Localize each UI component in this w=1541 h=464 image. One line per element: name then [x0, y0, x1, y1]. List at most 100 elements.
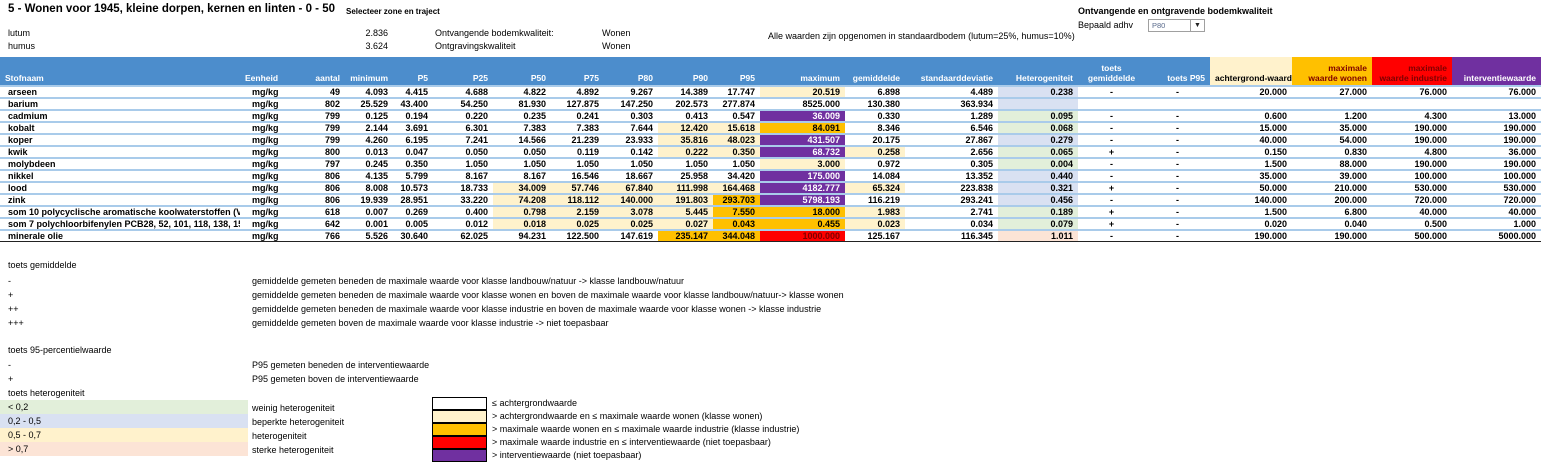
cell-aantal[interactable]: 800 — [295, 146, 345, 159]
cell-aantal[interactable]: 642 — [295, 218, 345, 231]
cell-p90[interactable]: 235.147 — [658, 230, 713, 242]
cell-stofnaam[interactable]: som 7 polychloorbifenylen PCB28, 52, 101… — [0, 218, 240, 231]
cell-interventiewaarde[interactable]: 190.000 — [1452, 158, 1541, 171]
cell-p95[interactable]: 0.350 — [713, 146, 760, 159]
cell-p25[interactable]: 0.400 — [433, 206, 493, 219]
cell-minimum[interactable]: 2.144 — [345, 122, 393, 135]
cell-p5[interactable]: 10.573 — [393, 182, 433, 195]
cell-eenheid[interactable]: mg/kg — [240, 218, 295, 231]
cell-achtergrondwaarde[interactable]: 50.000 — [1210, 182, 1292, 195]
table-row[interactable]: som 10 polycyclische aromatische koolwat… — [0, 206, 1541, 219]
cell-toets-gemiddelde[interactable]: + — [1078, 182, 1145, 195]
cell-p95[interactable]: 1.050 — [713, 158, 760, 171]
cell-p80[interactable]: 23.933 — [604, 134, 658, 147]
cell-achtergrondwaarde[interactable]: 0.150 — [1210, 146, 1292, 159]
table-row[interactable]: minerale olie mg/kg 766 5.526 30.640 62.025 94… — [0, 230, 1541, 242]
cell-p50[interactable]: 7.383 — [493, 122, 551, 135]
cell-minimum[interactable]: 0.125 — [345, 110, 393, 123]
cell-p5[interactable]: 4.415 — [393, 86, 433, 99]
cell-max-wonen[interactable]: 54.000 — [1292, 134, 1372, 147]
cell-p95[interactable]: 7.550 — [713, 206, 760, 219]
cell-toets-p95[interactable]: - — [1145, 230, 1210, 242]
cell-maximum[interactable]: 1000.000 — [760, 230, 845, 242]
cell-p80[interactable]: 147.250 — [604, 98, 658, 111]
cell-p95[interactable]: 277.874 — [713, 98, 760, 111]
cell-eenheid[interactable]: mg/kg — [240, 230, 295, 242]
cell-achtergrondwaarde[interactable]: 0.020 — [1210, 218, 1292, 231]
cell-stofnaam[interactable]: kwik — [0, 146, 240, 159]
cell-p75[interactable]: 7.383 — [551, 122, 604, 135]
cell-toets-p95[interactable]: - — [1145, 170, 1210, 183]
cell-max-wonen[interactable]: 39.000 — [1292, 170, 1372, 183]
cell-minimum[interactable]: 25.529 — [345, 98, 393, 111]
cell-gemiddelde[interactable]: 0.023 — [845, 218, 905, 231]
cell-p80[interactable]: 140.000 — [604, 194, 658, 207]
cell-p75[interactable]: 21.239 — [551, 134, 604, 147]
cell-aantal[interactable]: 806 — [295, 194, 345, 207]
cell-achtergrondwaarde[interactable] — [1210, 98, 1292, 111]
cell-max-industrie[interactable]: 0.500 — [1372, 218, 1452, 231]
col-header-toets-gemiddelde[interactable]: toets gemiddelde — [1078, 57, 1145, 87]
cell-p5[interactable]: 0.350 — [393, 158, 433, 171]
cell-aantal[interactable]: 806 — [295, 182, 345, 195]
cell-max-industrie[interactable]: 720.000 — [1372, 194, 1452, 207]
cell-toets-p95[interactable] — [1145, 98, 1210, 111]
cell-max-industrie[interactable]: 76.000 — [1372, 86, 1452, 99]
cell-interventiewaarde[interactable]: 530.000 — [1452, 182, 1541, 195]
cell-p50[interactable]: 4.822 — [493, 86, 551, 99]
col-header-stofnaam[interactable]: Stofnaam — [0, 57, 240, 87]
cell-p90[interactable]: 0.027 — [658, 218, 713, 231]
cell-p80[interactable]: 3.078 — [604, 206, 658, 219]
cell-standaarddeviatie[interactable]: 4.489 — [905, 86, 998, 99]
cell-p75[interactable]: 0.241 — [551, 110, 604, 123]
cell-eenheid[interactable]: mg/kg — [240, 158, 295, 171]
cell-max-industrie[interactable]: 190.000 — [1372, 134, 1452, 147]
cell-heterogeniteit[interactable]: 0.456 — [998, 194, 1078, 207]
col-header-p75[interactable]: P75 — [551, 57, 604, 87]
cell-aantal[interactable]: 802 — [295, 98, 345, 111]
cell-toets-gemiddelde[interactable]: - — [1078, 86, 1145, 99]
cell-p25[interactable]: 0.012 — [433, 218, 493, 231]
cell-p25[interactable]: 18.733 — [433, 182, 493, 195]
cell-p95[interactable]: 17.747 — [713, 86, 760, 99]
cell-toets-gemiddelde[interactable]: - — [1078, 134, 1145, 147]
cell-heterogeniteit[interactable]: 0.189 — [998, 206, 1078, 219]
cell-p5[interactable]: 5.799 — [393, 170, 433, 183]
cell-p25[interactable]: 4.688 — [433, 86, 493, 99]
col-header-p90[interactable]: P90 — [658, 57, 713, 87]
cell-p5[interactable]: 0.047 — [393, 146, 433, 159]
cell-p75[interactable]: 0.119 — [551, 146, 604, 159]
table-row[interactable]: som 7 polychloorbifenylen PCB28, 52, 101… — [0, 218, 1541, 231]
cell-p25[interactable]: 33.220 — [433, 194, 493, 207]
cell-standaarddeviatie[interactable]: 2.741 — [905, 206, 998, 219]
cell-toets-gemiddelde[interactable] — [1078, 98, 1145, 111]
cell-p80[interactable]: 0.025 — [604, 218, 658, 231]
cell-p90[interactable]: 0.413 — [658, 110, 713, 123]
cell-standaarddeviatie[interactable]: 0.305 — [905, 158, 998, 171]
cell-achtergrondwaarde[interactable]: 190.000 — [1210, 230, 1292, 242]
cell-interventiewaarde[interactable]: 40.000 — [1452, 206, 1541, 219]
cell-toets-p95[interactable]: - — [1145, 158, 1210, 171]
cell-gemiddelde[interactable]: 8.346 — [845, 122, 905, 135]
cell-p5[interactable]: 6.195 — [393, 134, 433, 147]
cell-stofnaam[interactable]: nikkel — [0, 170, 240, 183]
cell-minimum[interactable]: 0.001 — [345, 218, 393, 231]
cell-interventiewaarde[interactable]: 1.000 — [1452, 218, 1541, 231]
cell-p25[interactable]: 7.241 — [433, 134, 493, 147]
cell-p25[interactable]: 62.025 — [433, 230, 493, 242]
cell-stofnaam[interactable]: molybdeen — [0, 158, 240, 171]
cell-p80[interactable]: 0.142 — [604, 146, 658, 159]
cell-eenheid[interactable]: mg/kg — [240, 98, 295, 111]
table-row[interactable]: cadmium mg/kg 799 0.125 0.194 0.220 0.235 0.241… — [0, 110, 1541, 123]
table-row[interactable]: kwik mg/kg 800 0.013 0.047 0.050 0.050 0.119 0.1… — [0, 146, 1541, 159]
cell-max-wonen[interactable] — [1292, 98, 1372, 111]
cell-maximum[interactable]: 84.091 — [760, 122, 845, 135]
cell-p90[interactable]: 14.389 — [658, 86, 713, 99]
cell-toets-p95[interactable]: - — [1145, 218, 1210, 231]
cell-toets-gemiddelde[interactable]: + — [1078, 218, 1145, 231]
cell-heterogeniteit[interactable]: 0.279 — [998, 134, 1078, 147]
cell-stofnaam[interactable]: barium — [0, 98, 240, 111]
cell-minimum[interactable]: 0.245 — [345, 158, 393, 171]
col-header-aantal[interactable]: aantal — [295, 57, 345, 87]
percentile-dropdown[interactable]: P80 ▼ — [1148, 19, 1205, 32]
